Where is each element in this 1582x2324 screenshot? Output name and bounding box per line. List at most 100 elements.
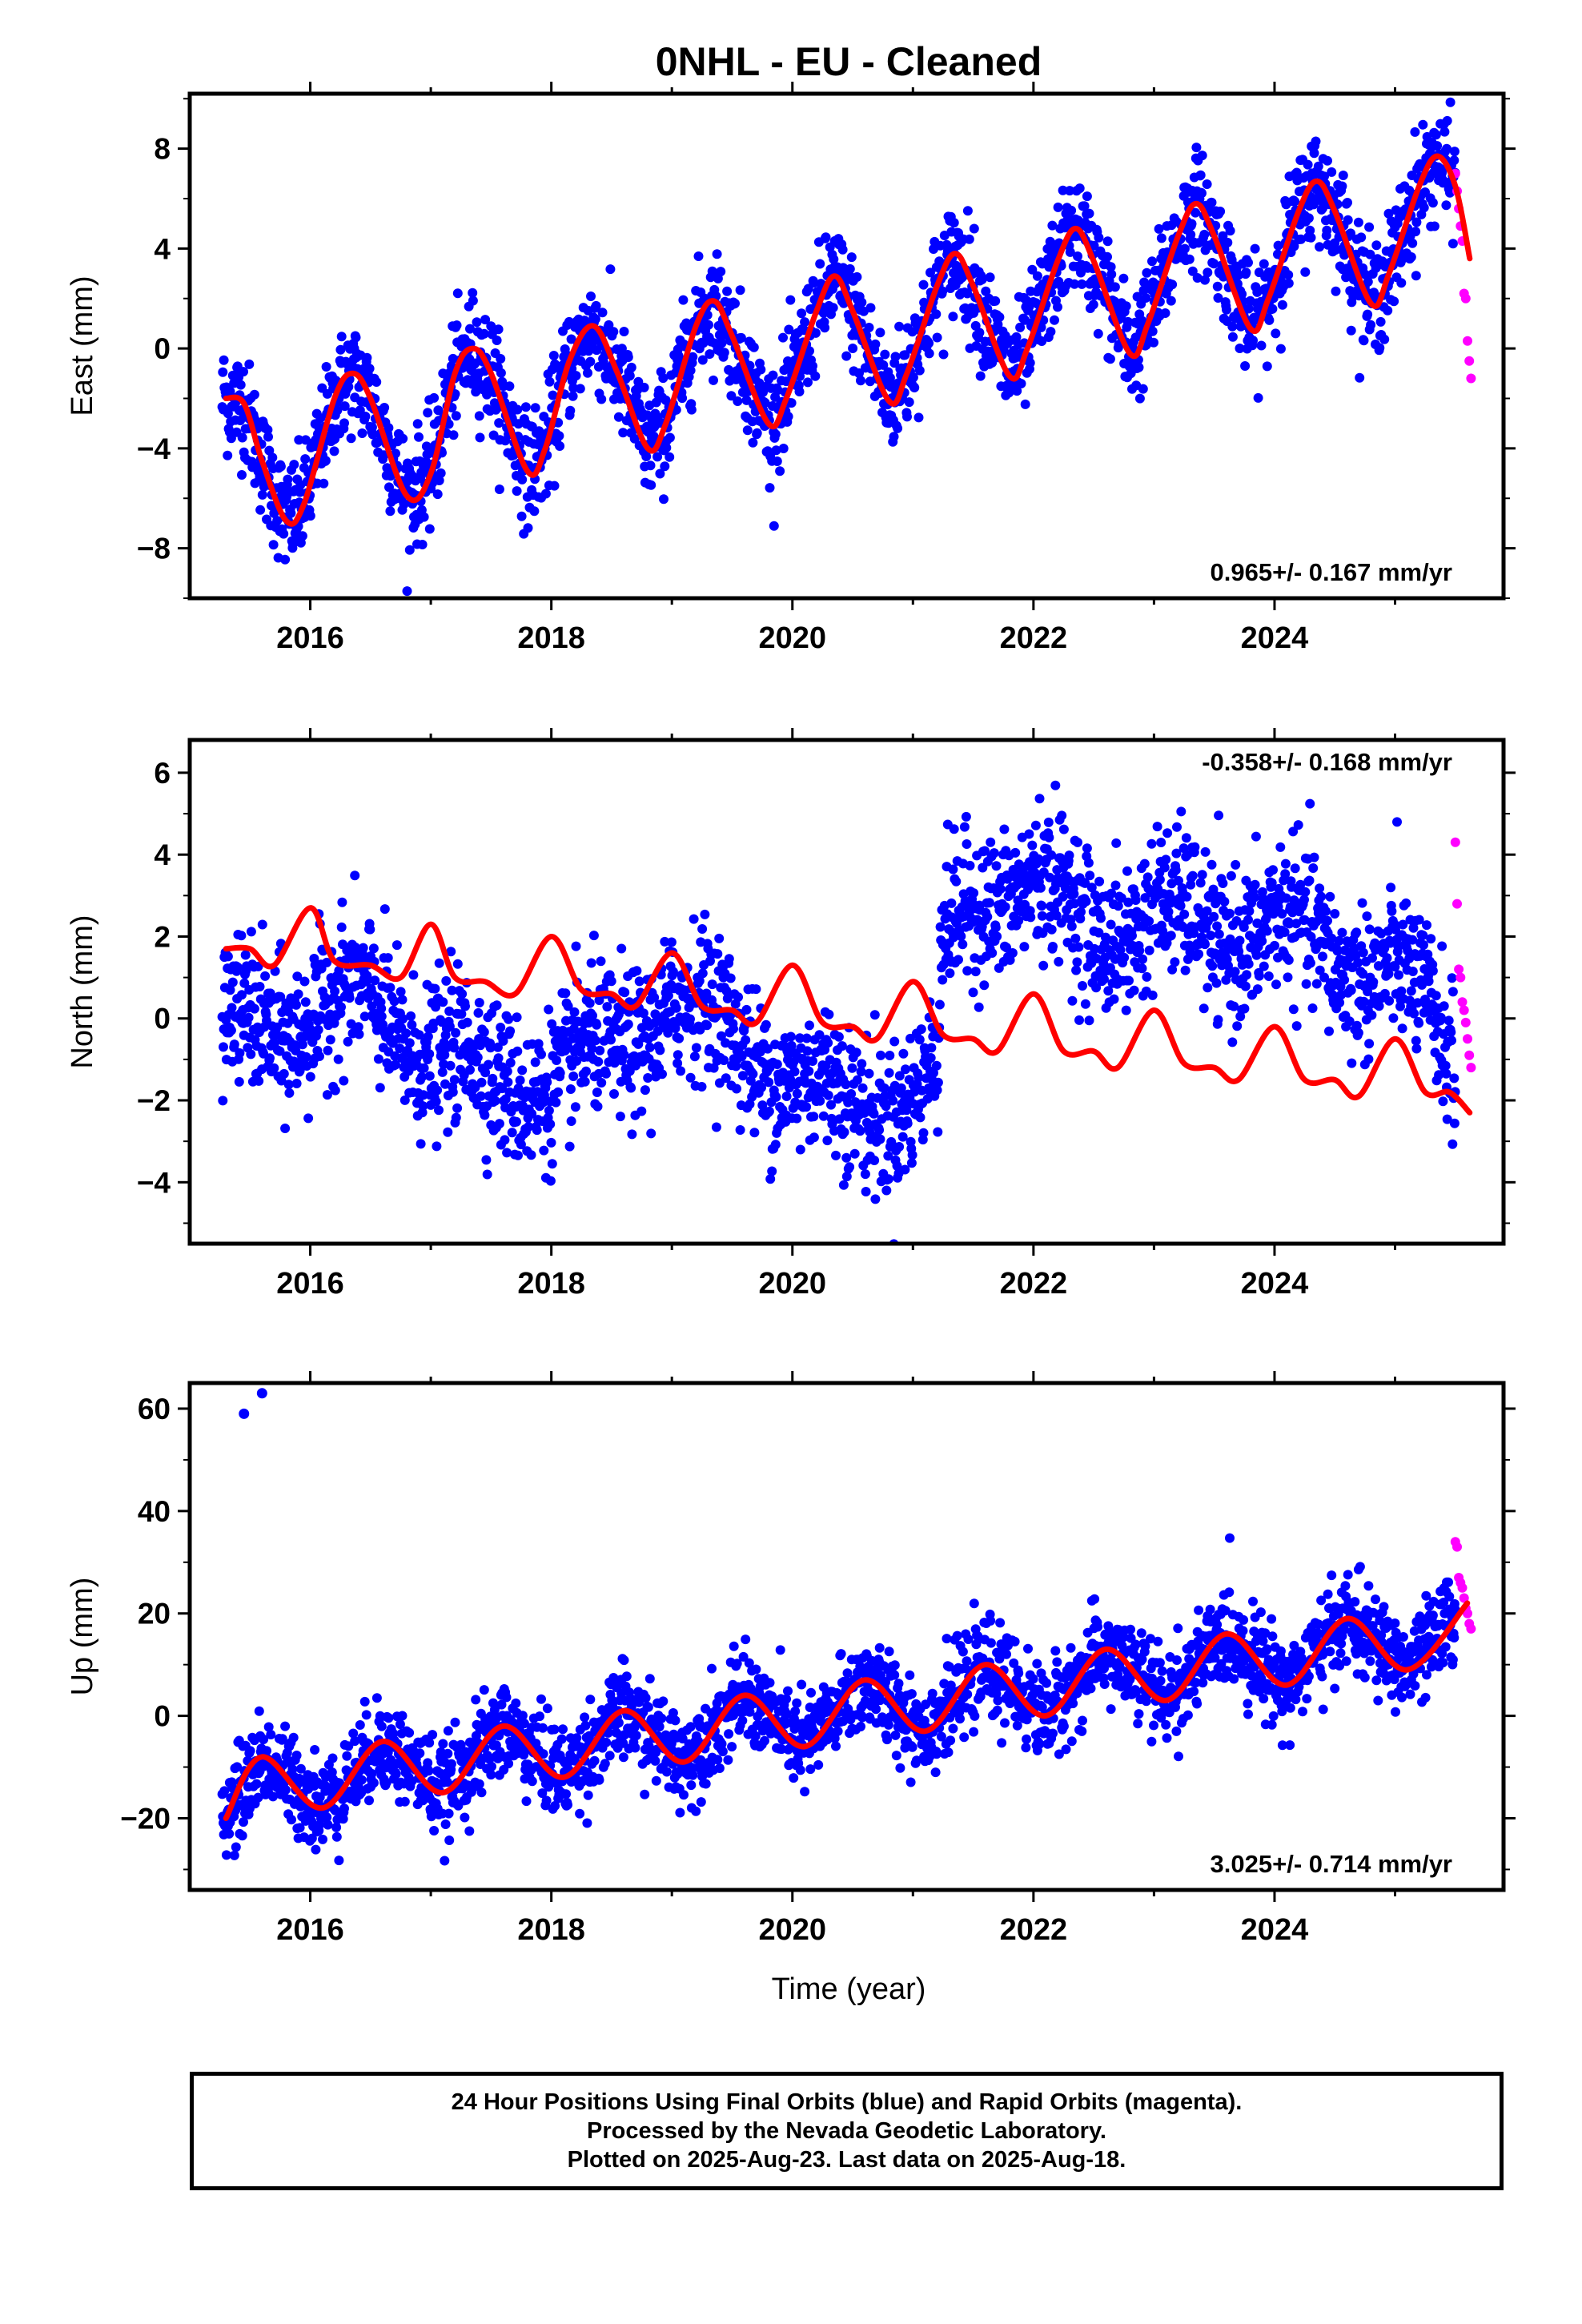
north-final-orbit-point	[1071, 965, 1082, 975]
north-final-orbit-point	[1411, 1035, 1421, 1046]
north-final-orbit-point	[1414, 1018, 1424, 1028]
north-final-orbit-point	[1002, 874, 1013, 884]
east-final-orbit-point	[962, 206, 973, 216]
north-final-orbit-point	[1357, 898, 1367, 908]
east-final-orbit-point	[618, 428, 628, 438]
north-final-orbit-point	[434, 1105, 444, 1116]
east-final-orbit-point	[659, 494, 669, 505]
north-final-orbit-point	[1239, 922, 1249, 932]
north-final-orbit-point	[1146, 838, 1157, 849]
north-final-orbit-point	[638, 1008, 648, 1019]
east-final-orbit-point	[479, 328, 489, 339]
east-final-orbit-point	[1147, 326, 1158, 336]
east-final-orbit-point	[716, 267, 726, 277]
north-final-orbit-point	[627, 1129, 637, 1140]
east-final-orbit-point	[367, 422, 377, 432]
east-final-orbit-point	[629, 433, 640, 444]
north-final-orbit-point	[606, 976, 616, 987]
east-final-orbit-point	[880, 349, 890, 360]
north-final-orbit-point	[1163, 907, 1174, 917]
north-final-orbit-point	[1069, 889, 1079, 899]
east-final-orbit-point	[1275, 344, 1286, 354]
east-final-orbit-point	[1359, 336, 1369, 346]
north-final-orbit-point	[801, 1102, 812, 1112]
east-final-orbit-point	[1259, 259, 1269, 269]
north-final-orbit-point	[1170, 865, 1181, 875]
north-final-orbit-point	[375, 1083, 385, 1093]
north-final-orbit-point	[1319, 972, 1329, 983]
east-final-orbit-point	[1027, 264, 1038, 275]
east-final-orbit-point	[452, 320, 462, 331]
east-final-orbit-point	[639, 382, 649, 392]
north-final-orbit-point	[781, 1092, 792, 1101]
north-final-orbit-point	[792, 1088, 802, 1099]
east-final-orbit-point	[730, 299, 740, 308]
north-final-orbit-point	[1325, 891, 1335, 902]
north-final-orbit-point	[547, 1159, 557, 1169]
north-final-orbit-point	[881, 1101, 891, 1112]
north-final-orbit-point	[989, 848, 999, 858]
north-final-orbit-point	[770, 1140, 781, 1150]
east-final-orbit-point	[590, 314, 600, 324]
north-final-orbit-point	[1096, 913, 1106, 923]
east-final-orbit-point	[1016, 379, 1026, 388]
north-final-orbit-point	[555, 1068, 565, 1078]
north-final-orbit-point	[1159, 862, 1170, 873]
north-final-orbit-point	[1084, 1015, 1094, 1026]
north-final-orbit-point	[860, 1169, 870, 1180]
north-final-orbit-point	[1081, 896, 1091, 907]
north-final-orbit-point	[785, 1031, 796, 1042]
north-final-orbit-point	[1283, 972, 1293, 983]
north-final-orbit-point	[227, 1003, 237, 1013]
north-final-orbit-point	[1030, 820, 1041, 830]
north-final-orbit-point	[1411, 1043, 1422, 1054]
north-final-orbit-point	[808, 1056, 817, 1066]
north-final-orbit-point	[379, 904, 390, 915]
north-final-orbit-point	[1447, 973, 1457, 983]
north-final-orbit-point	[378, 1019, 388, 1030]
east-final-orbit-point	[1442, 115, 1452, 126]
north-final-orbit-point	[1426, 934, 1436, 944]
north-final-orbit-point	[1161, 854, 1171, 865]
north-final-orbit-point	[870, 1194, 881, 1204]
north-final-orbit-point	[643, 1073, 653, 1083]
east-final-orbit-point	[1441, 200, 1452, 211]
north-final-orbit-point	[1167, 964, 1178, 975]
north-final-orbit-point	[1176, 806, 1186, 817]
north-final-orbit-point	[568, 1072, 579, 1081]
east-final-orbit-point	[385, 506, 396, 517]
north-final-orbit-point	[1200, 939, 1210, 950]
north-final-orbit-point	[1090, 943, 1100, 954]
north-rapid-orbit-point	[1459, 1005, 1469, 1015]
north-final-orbit-point	[1110, 880, 1121, 891]
north-final-orbit-point	[897, 1132, 908, 1142]
north-final-orbit-point	[1119, 952, 1130, 963]
north-final-orbit-point	[901, 1064, 910, 1075]
north-final-orbit-point	[841, 1172, 852, 1182]
north-final-orbit-point	[741, 1004, 752, 1015]
east-final-orbit-point	[913, 412, 924, 423]
east-final-orbit-point	[268, 540, 279, 550]
east-final-orbit-point	[1209, 259, 1219, 269]
north-final-orbit-point	[986, 837, 996, 847]
east-final-orbit-point	[702, 310, 713, 320]
north-final-orbit-point	[881, 1185, 892, 1196]
north-final-orbit-point	[1091, 954, 1102, 963]
north-final-orbit-point	[502, 1066, 512, 1076]
north-final-orbit-point	[725, 973, 736, 983]
east-final-orbit-point	[1323, 155, 1332, 166]
north-final-orbit-point	[918, 1128, 929, 1138]
east-final-orbit-point	[523, 523, 533, 533]
north-final-orbit-point	[1323, 915, 1332, 926]
east-final-orbit-point	[1410, 127, 1420, 137]
north-final-orbit-point	[430, 983, 440, 994]
north-final-orbit-point	[240, 950, 251, 960]
north-final-orbit-point	[323, 1045, 333, 1055]
north-final-orbit-point	[341, 982, 351, 992]
north-final-orbit-point	[255, 982, 265, 991]
east-final-orbit-point	[336, 332, 347, 342]
east-final-orbit-point	[305, 511, 315, 521]
east-final-orbit-point	[351, 332, 361, 343]
east-final-orbit-point	[709, 375, 718, 385]
north-final-orbit-point	[1335, 998, 1345, 1007]
